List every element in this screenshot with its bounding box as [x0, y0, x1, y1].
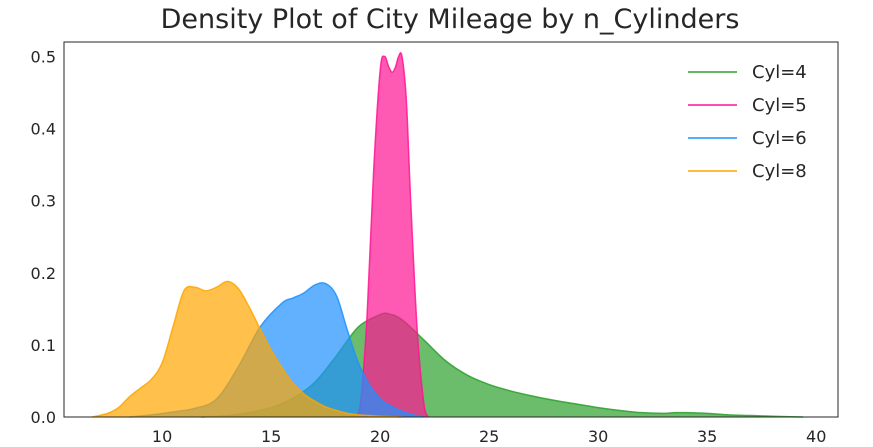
- density-area-cyl-6: [129, 282, 424, 417]
- y-tick-label: 0.0: [31, 408, 56, 427]
- legend-label: Cyl=6: [752, 128, 807, 149]
- x-tick-label: 35: [697, 427, 717, 446]
- chart-title: Density Plot of City Mileage by n_Cylind…: [160, 4, 740, 35]
- density-line-cyl-8: [92, 280, 402, 418]
- density-line-cyl-5: [355, 52, 429, 418]
- density-area-cyl-8: [92, 281, 402, 417]
- plot-frame: [63, 41, 839, 418]
- legend-label: Cyl=5: [752, 95, 807, 116]
- x-tick-label: 40: [806, 427, 826, 446]
- x-tick-label: 15: [261, 427, 281, 446]
- legend-label: Cyl=4: [752, 62, 807, 83]
- x-tick-label: 25: [479, 427, 499, 446]
- y-tick-label: 0.5: [31, 47, 56, 66]
- y-tick-label: 0.1: [31, 336, 56, 355]
- y-tick-label: 0.2: [31, 264, 56, 283]
- y-tick-label: 0.3: [31, 192, 56, 211]
- density-areas: [92, 52, 804, 418]
- density-area-cyl-5: [356, 52, 429, 417]
- x-tick-label: 10: [152, 427, 172, 446]
- axis-ticks: 10 15 20 25 30 35 40 0.0 0.1 0.2 0.3 0.4 0.5: [31, 47, 827, 446]
- x-tick-label: 30: [588, 427, 608, 446]
- legend-label: Cyl=8: [752, 161, 807, 182]
- y-tick-label: 0.4: [31, 120, 56, 139]
- x-tick-label: 20: [370, 427, 390, 446]
- legend: Cyl=4 Cyl=5 Cyl=6 Cyl=8: [688, 62, 807, 182]
